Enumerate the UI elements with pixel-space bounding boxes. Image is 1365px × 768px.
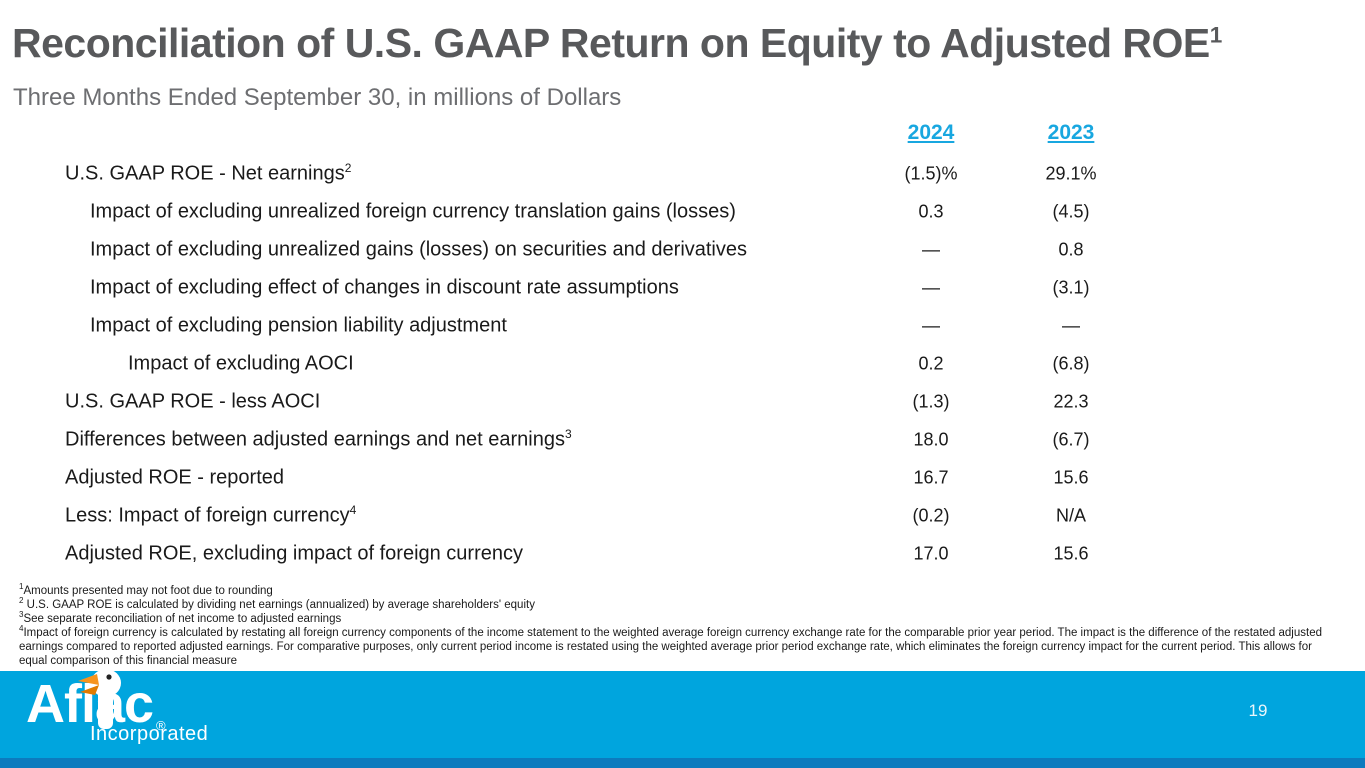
table-row: U.S. GAAP ROE - Net earnings2 (1.5)% 29.1% [0, 155, 1365, 193]
table-row: Impact of excluding AOCI 0.2 (6.8) [0, 345, 1365, 383]
page-number: 19 [1248, 701, 1268, 720]
value-2024: — [922, 239, 940, 260]
aflac-logo-text: Aflac [26, 674, 154, 734]
value-2023: (3.1) [1052, 277, 1090, 298]
value-2024: (0.2) [912, 505, 950, 526]
table-row: Adjusted ROE, excluding impact of foreig… [0, 535, 1365, 573]
value-2023: (6.7) [1052, 429, 1090, 450]
value-2023: N/A [1055, 505, 1086, 526]
footnotes: 1Amounts presented may not foot due to r… [19, 582, 1343, 668]
aflac-logo-subtext: Incorporated [90, 723, 209, 745]
row-label: Adjusted ROE, excluding impact of foreig… [65, 542, 523, 565]
value-2024: (1.5)% [904, 163, 958, 184]
value-2023: — [1062, 315, 1080, 336]
aflac-logo: Aflac ® Incorporated [26, 669, 209, 746]
table-row: Impact of excluding effect of changes in… [0, 269, 1365, 307]
registered-trademark-icon: ® [156, 718, 166, 733]
row-label: Impact of excluding AOCI [128, 352, 354, 375]
row-label: U.S. GAAP ROE - less AOCI [65, 390, 321, 413]
value-2024: 16.7 [913, 467, 949, 488]
footnote-ref: 4 [349, 502, 357, 517]
value-2023: (6.8) [1052, 353, 1090, 374]
footnote-number: 2 [19, 596, 24, 606]
column-header-2024: 2024 [907, 121, 955, 144]
row-label: Adjusted ROE - reported [65, 466, 284, 489]
bottom-accent-bar [0, 758, 1365, 768]
value-2024: 0.2 [918, 353, 944, 374]
page-title-text: Reconciliation of U.S. GAAP Return on Eq… [12, 20, 1210, 66]
value-2023: 0.8 [1058, 239, 1084, 260]
row-label: Less: Impact of foreign currency4 [65, 502, 357, 527]
row-label: Impact of excluding effect of changes in… [90, 276, 679, 299]
table-row: Impact of excluding pension liability ad… [0, 307, 1365, 345]
row-label: U.S. GAAP ROE - Net earnings2 [65, 160, 352, 185]
table-row: Differences between adjusted earnings an… [0, 421, 1365, 459]
row-label: Differences between adjusted earnings an… [65, 426, 572, 451]
value-2023: (4.5) [1052, 201, 1090, 222]
roe-table: U.S. GAAP ROE - Net earnings2 (1.5)% 29.1%… [0, 155, 1365, 573]
title-footnote-ref: 1 [1209, 22, 1223, 48]
footnote: 1Amounts presented may not foot due to r… [19, 582, 273, 597]
footnote: 2 U.S. GAAP ROE is calculated by dividin… [19, 596, 535, 611]
column-header-2023: 2023 [1047, 121, 1095, 144]
footer-band: Aflac ® Incorporated 19 [0, 669, 1365, 758]
footnote: 4Impact of foreign currency is calculate… [19, 624, 1322, 667]
value-2024: — [922, 277, 940, 298]
page-title: Reconciliation of U.S. GAAP Return on Eq… [12, 20, 1222, 67]
value-2024: 0.3 [918, 201, 944, 222]
value-2023: 15.6 [1053, 467, 1089, 488]
row-label: Impact of excluding unrealized gains (lo… [90, 238, 748, 261]
aflac-duck-icon [78, 667, 126, 729]
value-2024: 17.0 [913, 543, 949, 564]
table-row: Adjusted ROE - reported 16.7 15.6 [0, 459, 1365, 497]
page-subtitle: Three Months Ended September 30, in mill… [13, 84, 622, 111]
footnote-number: 3 [19, 610, 24, 620]
footnote-ref: 2 [344, 160, 352, 175]
table-row: Impact of excluding unrealized foreign c… [0, 193, 1365, 231]
footnote-number: 1 [19, 582, 24, 592]
value-2024: — [922, 315, 940, 336]
table-row: Less: Impact of foreign currency4 (0.2) N/… [0, 497, 1365, 535]
value-2023: 22.3 [1053, 391, 1089, 412]
value-2023: 29.1% [1045, 163, 1097, 184]
row-label: Impact of excluding pension liability ad… [90, 314, 507, 337]
footnote-number: 4 [19, 624, 24, 634]
footnote: 3See separate reconciliation of net inco… [19, 610, 342, 625]
row-label: Impact of excluding unrealized foreign c… [90, 200, 736, 223]
table-row: Impact of excluding unrealized gains (lo… [0, 231, 1365, 269]
table-row: U.S. GAAP ROE - less AOCI (1.3) 22.3 [0, 383, 1365, 421]
footnote-ref: 3 [564, 426, 572, 441]
value-2023: 15.6 [1053, 543, 1089, 564]
value-2024: (1.3) [912, 391, 950, 412]
value-2024: 18.0 [913, 429, 949, 450]
